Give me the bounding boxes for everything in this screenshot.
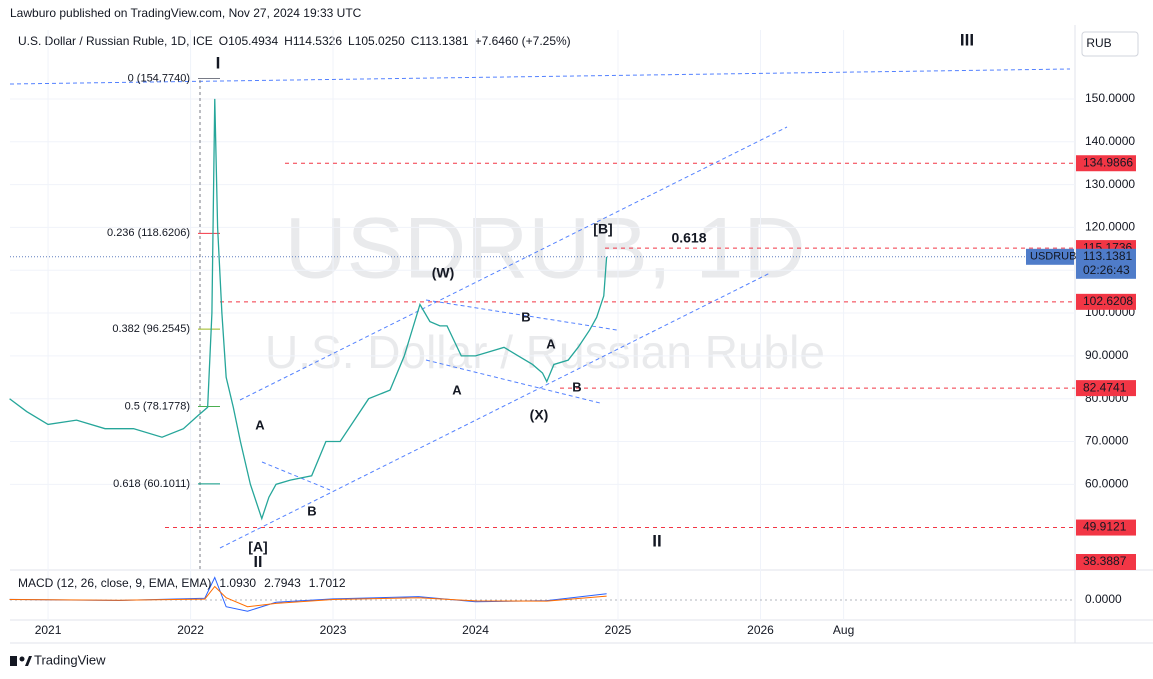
watermark: USDRUB, 1D — [285, 201, 806, 297]
trendline — [425, 299, 618, 331]
level-tag — [1076, 380, 1136, 397]
currency[interactable]: RUB — [1086, 36, 1111, 50]
last-name-tag — [1026, 248, 1074, 265]
countdown: 02:26:43 — [1083, 263, 1130, 277]
x-tick-label: 2021 — [35, 623, 62, 637]
y-tick-label: 120.0000 — [1085, 220, 1135, 234]
x-tick-label: 2026 — [747, 623, 774, 637]
wave-label: (X) — [530, 407, 549, 423]
wave-label: [A] — [248, 539, 267, 555]
wave-label: I — [216, 53, 221, 72]
symbol-info: 114.5326 — [293, 34, 342, 48]
symbol-info: +7.6460 (+7.25%) — [475, 34, 571, 48]
wave-label: A — [546, 336, 556, 351]
symbol-info: U.S. Dollar / Russian Ruble, 1D, ICE — [18, 34, 213, 48]
last-price: 113.1381 — [1083, 249, 1132, 263]
wave-label: B — [572, 379, 581, 394]
trendline — [261, 461, 331, 491]
wave-label: 0.618 — [671, 230, 706, 246]
level-tag — [1076, 554, 1136, 570]
last-name: USDRUB — [1030, 251, 1076, 263]
wave-label: III — [960, 30, 974, 49]
level-tag — [1076, 293, 1136, 310]
fib-label: 0.618 (60.1011) — [113, 478, 190, 490]
symbol-info: O — [219, 34, 228, 48]
trendline — [425, 359, 601, 404]
macd-legend: 1.7012 — [309, 576, 346, 590]
symbol-info: 105.4934 — [228, 34, 278, 48]
publisher: Lawburo published on TradingView.com, No… — [10, 6, 362, 20]
wave-label: B — [307, 503, 316, 518]
symbol-info: L — [348, 34, 355, 48]
currency-button[interactable] — [1081, 31, 1139, 57]
x-tick-label: 2024 — [462, 623, 489, 637]
y-tick-label: 150.0000 — [1085, 91, 1135, 105]
y-tick-label: 70.0000 — [1085, 434, 1129, 448]
fib-label: 0.5 (78.1778) — [125, 400, 190, 412]
macd-line — [9, 576, 607, 612]
wave-label: (W) — [432, 265, 455, 281]
symbol-info: 113.1381 — [419, 34, 468, 48]
level-tag — [1076, 155, 1136, 172]
level-label: 82.4741 — [1083, 380, 1127, 394]
watermark: U.S. Dollar / Russian Ruble — [265, 326, 825, 378]
wave-label: II — [254, 554, 263, 571]
x-tick-label: Aug — [833, 623, 854, 637]
x-tick-label: 2022 — [177, 623, 204, 637]
logo — [10, 656, 32, 666]
fib-label: 0 (154.7740) — [128, 72, 190, 84]
wave-label: A — [452, 382, 462, 397]
symbol-info: H — [284, 34, 293, 48]
macd-legend: 2.7943 — [264, 576, 301, 590]
fib-label: 0.236 (118.6206) — [107, 227, 190, 239]
macd-legend: MACD (12, 26, close, 9, EMA, EMA) — [18, 576, 211, 590]
level-tag — [1076, 519, 1136, 536]
trendline — [9, 68, 1071, 85]
wave-label: B — [521, 309, 530, 324]
trendline — [239, 126, 788, 401]
y-tick-label: 140.0000 — [1085, 134, 1135, 148]
x-tick-label: 2023 — [320, 623, 347, 637]
level-label: 49.9121 — [1083, 520, 1127, 534]
wave-label: A — [255, 417, 265, 432]
macd-legend: 1.0930 — [219, 576, 256, 590]
level-label: 102.6208 — [1083, 294, 1133, 308]
y-tick-label: 90.0000 — [1085, 348, 1129, 362]
x-tick-label: 2025 — [605, 623, 632, 637]
wave-label: II — [652, 531, 661, 550]
footer-brand: TradingView — [34, 652, 106, 667]
y-tick-label: 60.0000 — [1085, 477, 1129, 491]
fib-label: 0.382 (96.2545) — [112, 323, 190, 335]
wave-label: [B] — [593, 221, 612, 237]
symbol-info: 105.0250 — [355, 34, 405, 48]
signal-line — [9, 585, 607, 608]
y-tick-label: 0.0000 — [1085, 592, 1122, 606]
last-price-tag — [1076, 248, 1136, 279]
level-label: 134.9866 — [1083, 155, 1133, 169]
level-label: 38.3887 — [1083, 554, 1127, 568]
symbol-info: C — [411, 34, 420, 48]
y-tick-label: 130.0000 — [1085, 177, 1135, 191]
trendline — [219, 272, 771, 549]
price-line — [9, 98, 608, 521]
